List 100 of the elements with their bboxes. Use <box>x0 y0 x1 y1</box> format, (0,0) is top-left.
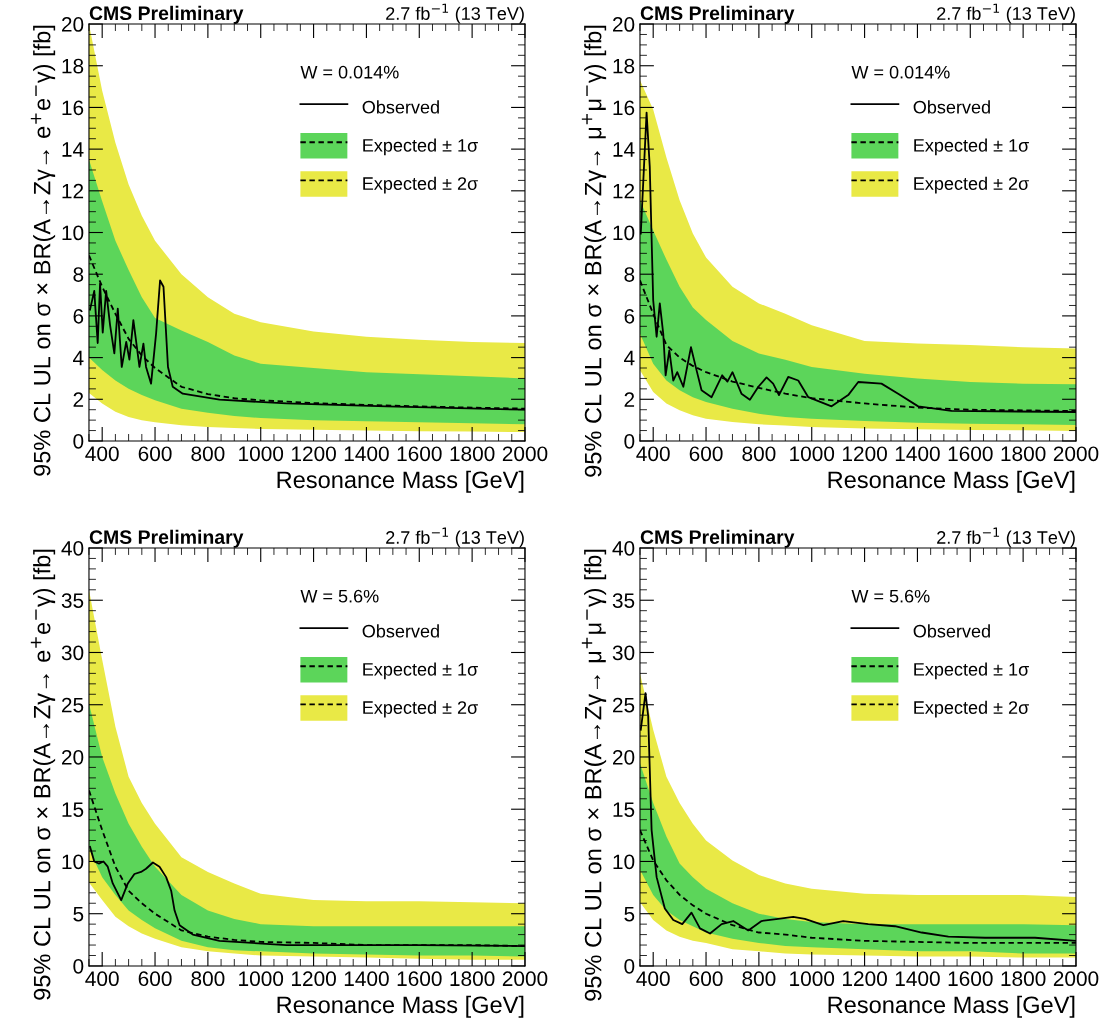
x-tick-label: 1000 <box>790 971 835 987</box>
y-tick-label: 20 <box>613 749 635 765</box>
y-axis-title: 95% CL UL on σ × BR(A→Zγ→ μ$^{+}$μ$^{−}$γ) [fb] <box>581 25 607 477</box>
x-tick-label: 600 <box>138 971 172 987</box>
legend-label: Expected ± 2σ <box>363 700 478 718</box>
y-tick-label: 0 <box>73 433 84 449</box>
x-tick-label: 1600 <box>948 446 993 462</box>
x-tick-label: 1800 <box>1001 971 1046 987</box>
y-tick-label: 8 <box>624 267 635 282</box>
y-tick-label: 8 <box>73 267 84 282</box>
x-tick-label: 1200 <box>843 446 887 462</box>
y-tick-label: 5 <box>73 906 84 922</box>
y-axis-title: 95% CL UL on σ × BR(A→Zγ→ e$^{+}$e$^{−}$γ) [fb] <box>30 549 56 1000</box>
y-tick-label: 12 <box>613 183 635 199</box>
x-tick-label: 1600 <box>397 971 442 987</box>
x-tick-label: 2000 <box>502 446 548 462</box>
legend-title: W = 0.014% <box>851 65 950 79</box>
chart-title: CMS Preliminary <box>640 5 795 24</box>
y-tick-label: 0 <box>624 958 635 974</box>
y-axis-title: 95% CL UL on σ × BR(A→Zγ→ e$^{+}$e$^{−}$γ) [fb] <box>30 25 56 476</box>
y-tick-label: 10 <box>62 854 84 870</box>
x-axis-title: Resonance Mass [GeV] <box>277 470 524 493</box>
y-tick-label: 18 <box>613 58 635 74</box>
x-tick-label: 1800 <box>450 971 495 987</box>
y-tick-label: 2 <box>73 392 84 407</box>
chart-title: CMS Preliminary <box>89 529 244 548</box>
y-tick-label: 14 <box>62 142 84 157</box>
x-tick-label: 1600 <box>397 446 442 462</box>
chart-subtitle: 2.7 fb$^{−1}$ (13 TeV) <box>937 527 1075 548</box>
y-tick-label: 10 <box>613 225 635 241</box>
x-tick-label: 1200 <box>292 446 336 462</box>
x-tick-label: 1200 <box>292 971 336 987</box>
x-tick-label: 1400 <box>895 446 940 462</box>
y-tick-label: 25 <box>61 697 84 713</box>
y-tick-label: 15 <box>613 802 635 817</box>
y-tick-label: 20 <box>61 749 84 765</box>
x-tick-label: 600 <box>138 446 172 462</box>
x-tick-label: 400 <box>636 971 670 987</box>
y-tick-label: 18 <box>62 58 84 74</box>
y-tick-label: 30 <box>61 645 84 661</box>
x-tick-label: 600 <box>689 971 723 987</box>
y-tick-label: 15 <box>62 802 84 817</box>
x-axis-title: Resonance Mass [GeV] <box>828 470 1075 493</box>
x-tick-label: 1200 <box>843 971 887 987</box>
y-tick-label: 0 <box>624 433 635 449</box>
y-tick-label: 5 <box>624 906 635 922</box>
x-tick-label: 400 <box>85 446 119 462</box>
y-tick-label: 16 <box>62 100 84 116</box>
x-tick-label: 800 <box>191 971 225 987</box>
y-tick-label: 10 <box>613 854 635 870</box>
y-tick-label: 10 <box>62 225 84 241</box>
legend-label: Expected ± 2σ <box>363 176 478 194</box>
y-tick-label: 4 <box>73 350 84 366</box>
x-tick-label: 2000 <box>1053 446 1099 462</box>
y-tick-label: 40 <box>61 540 84 556</box>
y-tick-label: 40 <box>612 540 635 556</box>
chart-title: CMS Preliminary <box>89 5 244 24</box>
legend-label: Expected ± 2σ <box>914 176 1029 194</box>
x-tick-label: 1000 <box>239 971 284 987</box>
legend-title: W = 5.6% <box>851 589 930 603</box>
x-tick-label: 1400 <box>344 446 389 462</box>
y-tick-label: 12 <box>62 183 84 199</box>
legend-label: Observed <box>362 624 439 638</box>
x-axis-title: Resonance Mass [GeV] <box>828 995 1075 1018</box>
y-tick-label: 14 <box>613 142 635 157</box>
y-tick-label: 0 <box>73 958 84 974</box>
x-tick-label: 1400 <box>895 971 940 987</box>
x-tick-label: 1400 <box>344 971 389 987</box>
x-tick-label: 1800 <box>1001 446 1046 462</box>
chart-subtitle: 2.7 fb$^{−1}$ (13 TeV) <box>386 3 524 24</box>
x-tick-label: 1000 <box>790 446 835 462</box>
y-tick-label: 20 <box>61 17 84 32</box>
chart-title: CMS Preliminary <box>640 529 795 548</box>
legend-label: Expected ± 1σ <box>363 662 478 680</box>
y-tick-label: 6 <box>73 308 84 324</box>
legend-label: Expected ± 2σ <box>914 700 1029 718</box>
y-tick-label: 35 <box>612 593 635 608</box>
x-tick-label: 2000 <box>1053 971 1099 987</box>
x-tick-label: 1000 <box>239 446 284 462</box>
y-tick-label: 6 <box>624 308 635 324</box>
x-tick-label: 600 <box>689 446 723 462</box>
x-tick-label: 1800 <box>450 446 495 462</box>
legend-title: W = 0.014% <box>300 65 399 79</box>
y-tick-label: 20 <box>613 17 635 32</box>
x-tick-label: 800 <box>191 446 225 462</box>
y-axis-title: 95% CL UL on σ × BR(A→Zγ→ μ$^{+}$μ$^{−}$γ) [fb] <box>581 549 607 1001</box>
legend-label: Observed <box>913 624 990 638</box>
y-tick-label: 35 <box>61 593 84 608</box>
chart-subtitle: 2.7 fb$^{−1}$ (13 TeV) <box>937 3 1075 24</box>
y-tick-label: 2 <box>624 392 635 407</box>
x-tick-label: 400 <box>636 446 670 462</box>
x-tick-label: 800 <box>742 446 776 462</box>
legend-label: Expected ± 1σ <box>914 138 1029 156</box>
legend-label: Expected ± 1σ <box>363 138 478 156</box>
x-tick-label: 800 <box>742 971 776 987</box>
y-tick-label: 16 <box>613 100 635 116</box>
y-tick-label: 30 <box>612 645 635 661</box>
x-tick-label: 1600 <box>948 971 993 987</box>
chart-subtitle: 2.7 fb$^{−1}$ (13 TeV) <box>386 527 524 548</box>
legend-label: Observed <box>913 100 990 114</box>
